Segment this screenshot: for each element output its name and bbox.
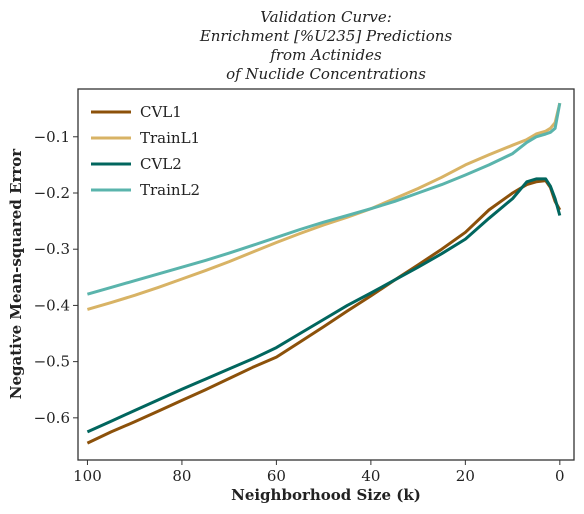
series-line-trainl2 [86,102,562,296]
y-tick-label: −0.3 [34,240,70,258]
title-line: Enrichment [%U235] Predictions [199,27,453,45]
x-tick-label: 100 [73,467,102,485]
x-tick-label: 80 [172,467,191,485]
title-line: Validation Curve: [260,8,392,26]
y-tick-label: −0.4 [34,296,70,314]
legend-label: CVL2 [140,155,182,173]
title-line: of Nuclide Concentrations [226,65,426,83]
y-tick-label: −0.5 [34,353,70,371]
legend-label: CVL1 [140,103,182,121]
legend: CVL1 TrainL1 CVL2 TrainL2 [91,103,200,199]
x-tick-label: 0 [555,467,565,485]
series-lines [86,102,562,445]
legend-label: TrainL1 [140,129,200,147]
y-tick-label: −0.2 [34,184,70,202]
chart-title: Validation Curve:Enrichment [%U235] Pred… [199,8,453,83]
series-line-cvl2 [86,177,562,434]
legend-label: TrainL2 [140,181,200,199]
x-tick-label: 60 [267,467,286,485]
plot-area [77,88,575,461]
x-tick-label: 40 [361,467,380,485]
y-axis-ticks: −0.1 −0.2 −0.3 −0.4 −0.5 −0.6 [34,128,78,427]
x-axis-label: Neighborhood Size (k) [231,486,421,504]
series-line-cvl1 [86,179,562,445]
y-tick-label: −0.1 [34,128,70,146]
y-tick-label: −0.6 [34,409,70,427]
title-line: from Actinides [269,46,382,64]
x-axis-ticks: 100 80 60 40 20 0 [73,460,565,485]
x-tick-label: 20 [456,467,475,485]
y-axis-label: Negative Mean-squared Error [7,148,25,400]
